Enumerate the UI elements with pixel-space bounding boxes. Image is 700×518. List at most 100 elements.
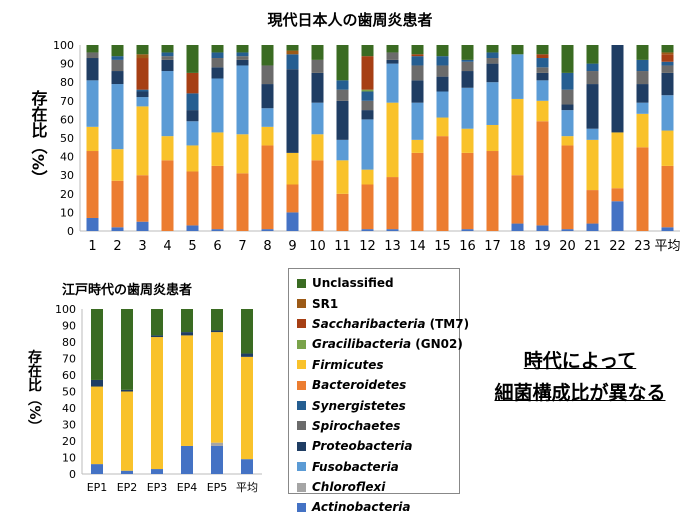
legend-label-italic: Synergistetes <box>312 398 406 413</box>
top-chart-bar-segment <box>636 59 649 72</box>
top-chart-bar-segment <box>211 78 224 133</box>
top-chart-bar-segment <box>536 54 549 59</box>
top-chart-x-tick-label: 11 <box>334 239 351 254</box>
bottom-chart-bar-segment <box>181 332 193 336</box>
top-chart-bar-segment <box>386 59 399 64</box>
top-chart-bar-segment <box>336 100 349 140</box>
top-chart-bar-segment <box>486 58 499 64</box>
top-chart-bar-segment <box>361 91 374 101</box>
top-chart-bar-segment <box>386 102 399 178</box>
top-chart-y-tick-label: 100 <box>53 39 74 52</box>
top-chart-bar-segment <box>661 65 674 73</box>
top-chart-bar-segment <box>261 126 274 146</box>
top-chart-bar-segment <box>311 45 324 60</box>
top-chart-bar-segment <box>386 229 399 231</box>
top-chart-x-tick-label: 23 <box>634 239 651 254</box>
top-chart-x-tick-label: 17 <box>484 239 501 254</box>
top-chart-bar-segment <box>661 45 674 53</box>
top-chart-bar-segment <box>286 184 299 213</box>
top-chart-bar-segment <box>661 52 674 55</box>
legend-label: Unclassified <box>312 276 394 291</box>
top-chart-x-tick-label: 8 <box>263 239 271 254</box>
top-chart-x-tick-label: 22 <box>609 239 626 254</box>
top-chart-bar-segment <box>86 151 99 218</box>
top-chart-bar-segment <box>586 84 599 129</box>
top-chart-bar-segment <box>486 124 499 152</box>
top-chart-bar-segment <box>436 65 449 77</box>
top-chart-x-tick-label: 2 <box>113 239 121 254</box>
top-chart-bar-segment <box>486 82 499 125</box>
legend-swatch <box>297 441 306 451</box>
legend-label-suffix: (GN02) <box>411 337 463 352</box>
top-chart-bar-segment <box>561 89 574 105</box>
top-chart-bar-segment <box>236 52 249 57</box>
top-chart-bar-segment <box>286 212 299 231</box>
top-chart-bar-segment <box>436 56 449 66</box>
top-chart-x-tick-label: 16 <box>459 239 476 254</box>
bottom-chart-bar-segment <box>181 309 193 333</box>
top-chart-bar-segment <box>536 58 549 68</box>
top-chart-bar-segment <box>261 45 274 66</box>
top-chart-bar-segment <box>461 45 474 60</box>
top-chart-bar-segment <box>136 175 149 222</box>
top-chart-bar-segment <box>586 139 599 191</box>
top-chart-bar-segment <box>586 128 599 140</box>
legend-label: SR1 <box>312 296 339 311</box>
top-chart-bar-segment <box>486 52 499 59</box>
bottom-chart-bar-segment <box>151 337 163 470</box>
top-chart-bar-segment <box>361 229 374 231</box>
top-chart-bar-segment <box>511 45 524 55</box>
top-chart-bar-segment <box>136 54 149 59</box>
top-chart-bar-segment <box>111 59 124 72</box>
top-chart-bar-segment <box>236 134 249 174</box>
top-chart-bar-segment <box>311 160 324 231</box>
bottom-chart-x-tick-label: 平均 <box>236 481 258 494</box>
top-chart-bar-segment <box>161 71 174 137</box>
top-chart-x-tick-label: 7 <box>238 239 246 254</box>
legend-item-proteobacteria: Proteobacteria <box>297 436 459 456</box>
top-chart-bar-segment <box>636 147 649 231</box>
top-chart-bar-segment <box>511 54 524 99</box>
top-chart-bar-segment <box>361 100 374 111</box>
bottom-chart-bar-segment <box>91 386 103 465</box>
top-chart-bar-segment <box>236 173 249 231</box>
top-chart-bar-segment <box>186 93 199 111</box>
top-chart-bar-segment <box>361 119 374 170</box>
top-chart-bar-segment <box>111 149 124 181</box>
legend-swatch <box>297 299 306 309</box>
top-chart-bar-segment <box>361 45 374 57</box>
top-chart-bar-segment <box>611 188 624 202</box>
legend-item-gracilibacteria: Gracilibacteria (GN02) <box>297 334 463 354</box>
top-chart-bar-segment <box>211 67 224 79</box>
top-chart-bar-segment <box>411 54 424 57</box>
top-chart-bar-segment <box>636 102 649 114</box>
top-chart-bar-segment <box>86 45 99 53</box>
top-chart-bar-segment <box>86 217 99 231</box>
legend-label-italic: Saccharibacteria <box>312 316 426 331</box>
top-chart-bar-segment <box>336 89 349 101</box>
top-chart-bar-segment <box>211 132 224 166</box>
top-chart-bar-segment <box>461 61 474 72</box>
top-chart-bar-segment <box>136 97 149 107</box>
bottom-chart-bar-segment <box>151 309 163 336</box>
top-chart-x-tick-label: 1 <box>88 239 96 254</box>
top-chart-bar-segment <box>286 54 299 70</box>
top-chart-bar-segment <box>86 80 99 127</box>
top-chart-bar-segment <box>161 56 174 60</box>
top-chart-x-tick-label: 5 <box>188 239 196 254</box>
legend-item-chloroflexi: Chloroflexi <box>297 477 459 497</box>
legend-item-bacteroidetes: Bacteroidetes <box>297 375 459 395</box>
top-chart-bar-segment <box>186 145 199 172</box>
legend-item-fusobacteria: Fusobacteria <box>297 457 459 477</box>
top-chart-x-tick-label: 4 <box>163 239 171 254</box>
top-chart-bar-segment <box>436 76 449 92</box>
top-chart-bar-segment <box>536 225 549 231</box>
top-chart-x-tick-label: 9 <box>288 239 296 254</box>
top-chart-bar-segment <box>111 227 124 231</box>
bottom-chart-x-tick-label: EP3 <box>147 481 168 494</box>
bottom-chart-x-tick-label: EP4 <box>177 481 198 494</box>
top-chart-bar-segment <box>161 52 174 57</box>
top-chart-bar-segment <box>486 45 499 53</box>
legend-label-italic: Bacteroidetes <box>312 378 407 393</box>
